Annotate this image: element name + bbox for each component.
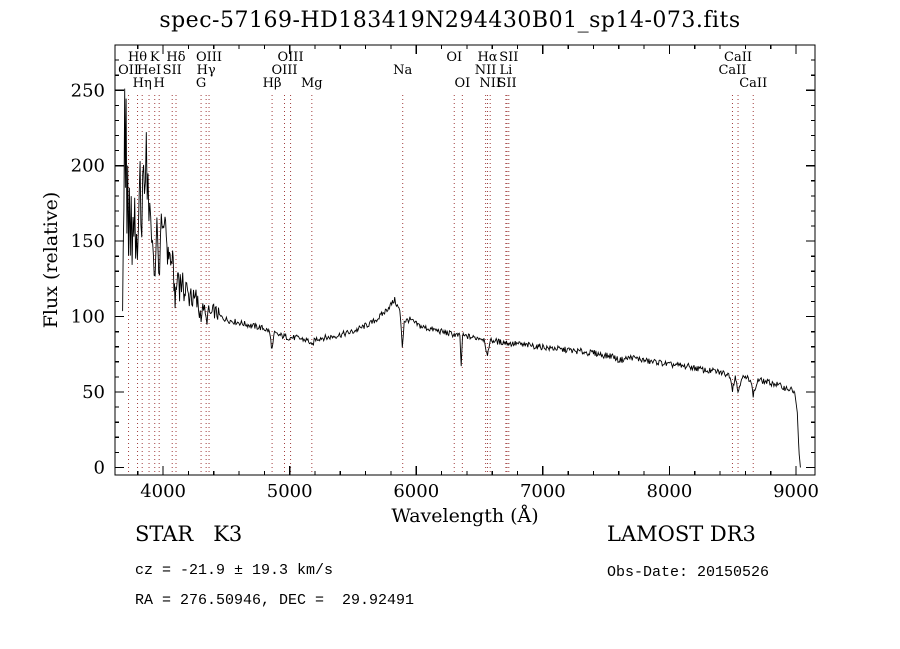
y-tick-label: 0 (94, 457, 105, 478)
y-tick-label: 50 (82, 382, 105, 403)
spectral-line-label: OIII (271, 63, 297, 78)
spectral-line-label: K (150, 50, 160, 65)
x-tick-label: 7000 (520, 481, 566, 502)
object-class-label: STAR K3 (135, 522, 243, 546)
spectral-line-label: OI (446, 50, 462, 65)
spectral-line-label: Hη (133, 76, 152, 91)
y-tick-label: 150 (71, 231, 105, 252)
x-tick-label: 4000 (140, 481, 186, 502)
spectral-line-label: Na (393, 63, 412, 78)
spectral-line-label: Hγ (197, 63, 216, 78)
spectral-line-label: NII (475, 63, 497, 78)
x-tick-label: 8000 (647, 481, 693, 502)
spectral-line-label: CaII (718, 63, 746, 78)
spectral-line-label: H (154, 76, 165, 91)
plot-title: spec-57169-HD183419N294430B01_sp14-073.f… (159, 8, 741, 33)
obs-date: Obs-Date: 20150526 (607, 564, 770, 581)
cz-value: cz = -21.9 ± 19.3 km/s (135, 562, 334, 579)
spectral-line-label: HeI (137, 63, 161, 78)
x-tick-label: 5000 (267, 481, 313, 502)
axes-box (114, 44, 816, 476)
y-tick-label: 100 (71, 307, 105, 328)
spectral-line-label: Hδ (166, 50, 185, 65)
spectral-line-label: OII (118, 63, 139, 78)
x-tick-label: 9000 (773, 481, 819, 502)
spectral-line-label: OI (454, 76, 470, 91)
y-axis-label: Flux (relative) (40, 192, 62, 329)
spectral-line-markers (128, 95, 754, 474)
ra-dec-value: RA = 276.50946, DEC = 29.92491 (135, 592, 415, 609)
survey-name: LAMOST DR3 (607, 522, 756, 546)
spectral-line-label: Hθ (128, 50, 147, 65)
spectral-line-label: OIII (278, 50, 304, 65)
spectral-line-label: CaII (739, 76, 767, 91)
spectral-line-label: Hα (477, 50, 497, 65)
y-tick-label: 200 (71, 156, 105, 177)
axis-ticks (115, 44, 815, 475)
y-tick-label: 250 (71, 80, 105, 101)
spectrum-line (122, 88, 801, 468)
spectral-line-label: CaII (724, 50, 752, 65)
x-axis-label: Wavelength (Å) (391, 505, 538, 527)
spectral-line-label: Mg (301, 76, 323, 91)
spectral-line-label: G (196, 76, 206, 91)
spectral-line-label: SII (499, 50, 518, 65)
x-tick-label: 6000 (393, 481, 439, 502)
spectral-line-label: SII (497, 76, 516, 91)
spectral-line-label: Hβ (263, 76, 282, 91)
spectral-line-label: SII (163, 63, 182, 78)
spectral-line-label: Li (499, 63, 512, 78)
spectral-line-label: OIII (196, 50, 222, 65)
spectral-line-label: NII (479, 76, 501, 91)
